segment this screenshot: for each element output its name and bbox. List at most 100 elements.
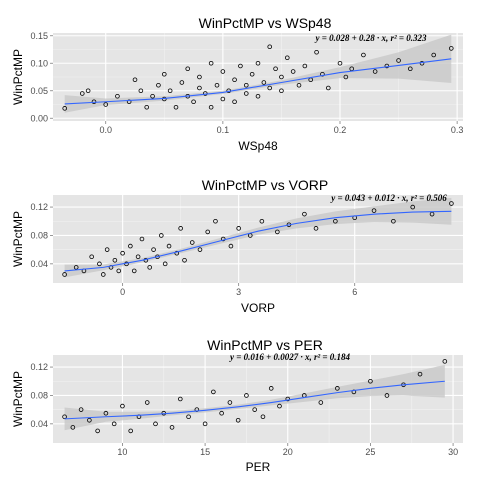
y-axis-label: WinPctMP [11,49,25,105]
data-point [173,104,179,110]
data-point [79,91,85,96]
data-point [159,233,164,238]
data-point [214,82,220,88]
data-point [318,400,324,405]
y-tick-label: 0.04 [30,259,48,269]
y-tick-label: 0.00 [30,113,48,123]
confidence-band-area [64,197,452,278]
smooth-line [64,58,452,105]
data-point [442,359,448,364]
data-point [197,247,203,252]
data-point [208,60,214,66]
x-tick-label: 0.1 [217,125,230,135]
smooth-line-path [64,380,445,420]
data-point [249,71,255,77]
data-point [167,88,173,94]
smooth-line [64,210,452,272]
data-point [205,229,211,235]
data-point [78,407,84,412]
data-point [189,240,195,245]
chart-vorp: WinPctMP vs VORP y = 0.043 + 0.012 · x, … [11,177,463,315]
data-point [111,421,117,427]
data-point [116,268,122,274]
y-tick-label: 0.10 [30,58,48,68]
data-point [138,88,144,94]
data-points [62,44,454,111]
y-tick-label: 0.15 [30,31,48,41]
confidence-band [64,197,452,278]
data-point [275,229,280,235]
data-point [244,393,249,398]
y-tick-label: 0.08 [30,390,48,400]
confidence-band-area [64,34,452,113]
data-point [314,49,319,55]
y-axis-label: WinPctMP [11,211,25,267]
data-point [62,106,68,111]
y-tick-label: 0.04 [30,419,48,429]
data-point [220,69,226,74]
data-point [337,60,343,66]
x-axis-ticks: 0.0 0.1 0.2 0.3 [99,121,463,135]
chart-wsp48: WinPctMP vs WSp48 y = 0.028 + 0.28 · x, … [11,15,463,153]
data-point [391,218,396,224]
data-point [255,93,261,99]
x-axis-label: WSp48 [238,139,278,153]
data-point [162,261,168,267]
data-point [396,58,401,63]
data-point [243,91,249,96]
chart-title: WinPctMP vs WSp48 [199,15,332,31]
data-point [343,74,349,80]
data-point [279,74,284,80]
data-point [227,400,233,405]
data-point [161,71,167,77]
data-point [448,46,454,51]
data-point [156,82,161,88]
data-point [120,403,125,409]
chart-title: WinPctMP vs VORP [202,177,329,193]
data-point [97,261,102,267]
data-point [103,410,109,416]
regression-equation: y = 0.028 + 0.28 · x, r² = 0.323 [314,33,427,43]
data-point [202,421,208,427]
data-point [179,80,185,85]
data-point [285,396,291,402]
chart-title: WinPctMP vs PER [207,337,323,353]
data-point [302,63,308,69]
data-point [268,386,274,391]
data-point [417,371,423,377]
data-point [144,400,150,405]
x-tick-label: 25 [365,447,375,457]
data-point [449,201,454,206]
y-axis-ticks: 0.00 0.05 0.10 0.15 [30,31,53,123]
data-point [151,247,156,252]
y-axis-ticks: 0.04 0.08 0.12 [30,362,53,429]
data-point [166,243,172,249]
data-point [333,218,338,224]
data-point [320,71,325,77]
data-point [273,66,278,72]
x-axis-ticks: 10 15 20 25 30 [117,443,458,457]
data-point [62,272,67,277]
x-axis-ticks: 0 3 6 [120,283,357,297]
data-point [279,88,284,94]
x-axis-label: PER [246,460,271,474]
smooth-line-path [64,210,452,272]
data-point [70,425,76,430]
y-axis-label: WinPctMP [11,371,25,427]
data-point [213,218,218,224]
data-point [410,204,416,210]
grid-lines [53,355,463,443]
data-point [211,389,216,395]
data-point [259,218,265,224]
data-point [235,417,241,423]
data-point [371,208,377,213]
data-point [429,211,435,217]
data-point [89,254,94,260]
chart-per: WinPctMP vs PER y = 0.016 + 0.0027 · x, … [11,337,463,474]
data-point [197,85,202,91]
data-point [335,386,340,391]
data-point [277,403,282,409]
grid-lines [53,33,463,121]
x-tick-label: 0 [120,287,125,297]
data-point [267,44,273,50]
